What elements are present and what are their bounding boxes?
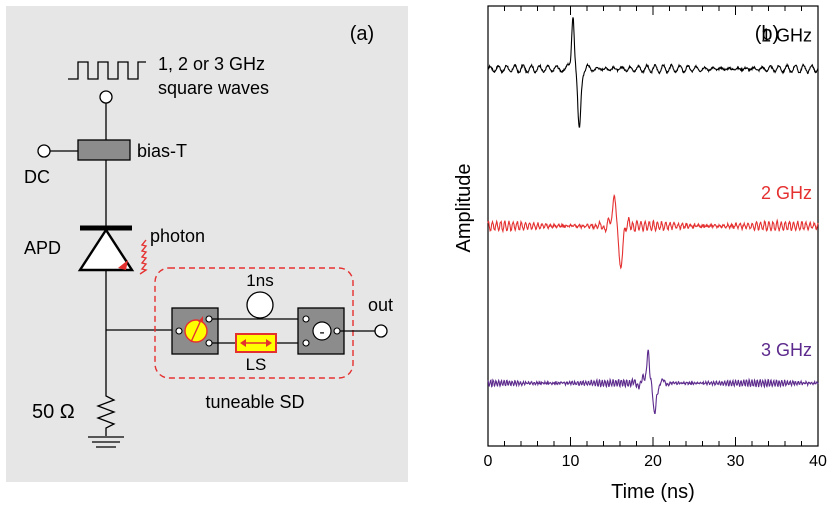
dc-label: DC bbox=[24, 167, 50, 187]
splitter-port-in bbox=[175, 327, 183, 335]
subtractor-circle bbox=[312, 321, 332, 341]
splitter-port-out-1 bbox=[205, 315, 213, 323]
trace-2-ghz bbox=[487, 194, 819, 270]
splitter-port-out-2 bbox=[205, 339, 213, 347]
bias-tee-label: bias-T bbox=[137, 141, 187, 161]
combiner-port-in-2 bbox=[302, 339, 310, 347]
ls-label: LS bbox=[246, 355, 267, 374]
ls-arrowhead-right bbox=[266, 339, 272, 347]
trace-3-ghz bbox=[487, 349, 819, 414]
y-axis-title: Amplitude bbox=[453, 164, 475, 253]
out-terminal bbox=[374, 324, 388, 338]
input-label-line2: square waves bbox=[158, 78, 269, 98]
trace-1-ghz bbox=[487, 17, 819, 128]
legend-3-ghz: 3 GHz bbox=[761, 340, 812, 360]
x-axis-title: Time (ns) bbox=[611, 481, 695, 503]
attenuator-arrowhead bbox=[198, 316, 203, 322]
photon-wiggle bbox=[139, 239, 148, 275]
photon-label: photon bbox=[150, 226, 205, 246]
x-tick-label-30: 30 bbox=[727, 453, 745, 470]
panel-a-circuit: (a) 1, 2 or 3 GHz square waves bias-T DC… bbox=[6, 6, 408, 482]
ls-box-border bbox=[235, 333, 277, 353]
legend-1-ghz: 1 GHz bbox=[761, 26, 812, 46]
legend-group: 1 GHz 2 GHz 3 GHz bbox=[761, 26, 812, 360]
delay-loop bbox=[246, 291, 274, 319]
bias-tee-box bbox=[77, 139, 131, 161]
subtractor-symbol: - bbox=[319, 324, 324, 341]
x-tick-label-0: 0 bbox=[484, 453, 493, 470]
legend-2-ghz: 2 GHz bbox=[761, 183, 812, 203]
x-tick-label-40: 40 bbox=[809, 453, 827, 470]
apd-label: APD bbox=[24, 238, 61, 258]
ls-arrowhead-left bbox=[240, 339, 246, 347]
panel-b-label: (b) bbox=[755, 23, 779, 45]
out-label: out bbox=[368, 295, 393, 315]
panel-a-label: (a) bbox=[350, 23, 374, 45]
sd-label: tuneable SD bbox=[205, 392, 304, 412]
panel-a-background bbox=[6, 6, 408, 482]
x-tick-label-20: 20 bbox=[644, 453, 662, 470]
tuneable-sd-box bbox=[154, 267, 354, 379]
combiner-port-in-1 bbox=[302, 315, 310, 323]
input-terminal bbox=[99, 90, 113, 104]
input-label-line1: 1, 2 or 3 GHz bbox=[158, 54, 265, 74]
dc-terminal bbox=[37, 144, 51, 158]
attenuator-arrow bbox=[190, 319, 202, 343]
square-wave-symbol bbox=[68, 61, 146, 80]
combiner-port-out bbox=[333, 327, 341, 335]
resistor-symbol bbox=[96, 390, 116, 436]
resistor-label: 50 Ω bbox=[32, 401, 75, 423]
x-tick-label-10: 10 bbox=[562, 453, 580, 470]
photon-arrowhead bbox=[118, 260, 128, 270]
trace-group bbox=[487, 17, 819, 414]
x-axis-ticks: 0 10 20 30 40 bbox=[484, 6, 827, 470]
delay-label: 1ns bbox=[246, 271, 273, 290]
